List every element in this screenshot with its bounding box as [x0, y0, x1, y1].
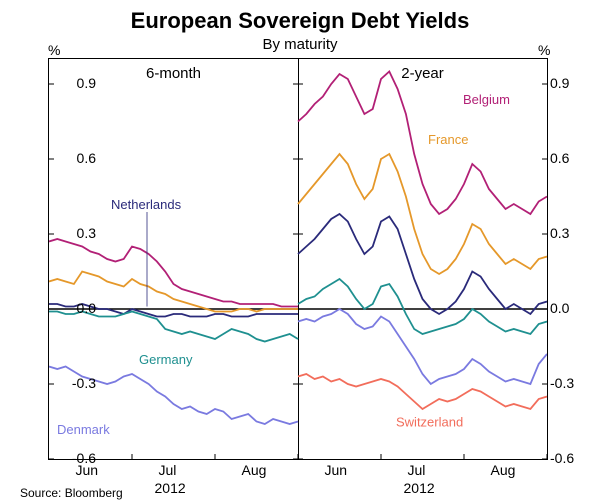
unit-left: % — [48, 42, 60, 58]
ytick-left: 0.0 — [56, 300, 96, 316]
source-text: Source: Bloomberg — [20, 486, 123, 500]
chart-title: European Sovereign Debt Yields — [0, 0, 600, 34]
ytick-left: 0.6 — [56, 150, 96, 166]
series-germany — [49, 312, 298, 342]
series-switzerland — [298, 374, 547, 409]
ytick-right: -0.6 — [550, 450, 590, 466]
chart-svg: Netherlands Germany Denmark Belgium France Sw… — [49, 59, 547, 459]
ytick-right: -0.3 — [550, 375, 590, 391]
label-germany: Germany — [139, 352, 193, 367]
xtick: Aug — [242, 462, 267, 478]
chart-container: European Sovereign Debt Yields By maturi… — [0, 0, 600, 504]
series-france — [298, 154, 547, 274]
label-belgium: Belgium — [463, 92, 510, 107]
label-switzerland: Switzerland — [396, 415, 463, 430]
ytick-right: 0.9 — [550, 75, 590, 91]
series-denmark — [298, 309, 547, 384]
xtick: Jun — [325, 462, 348, 478]
xtick: Jul — [159, 462, 177, 478]
label-netherlands: Netherlands — [111, 197, 182, 212]
series-netherlands — [298, 214, 547, 314]
ytick-left: 0.9 — [56, 75, 96, 91]
year-label: 2012 — [155, 480, 186, 496]
ytick-left: 0.3 — [56, 225, 96, 241]
ytick-left: -0.3 — [56, 375, 96, 391]
ytick-right: 0.6 — [550, 150, 590, 166]
ytick-right: 0.3 — [550, 225, 590, 241]
label-france: France — [428, 132, 468, 147]
chart-subtitle: By maturity — [0, 36, 600, 53]
year-label: 2012 — [404, 480, 435, 496]
unit-right: % — [538, 42, 550, 58]
ytick-right: 0.0 — [550, 300, 590, 316]
xtick: Jun — [76, 462, 99, 478]
xtick: Aug — [491, 462, 516, 478]
xtick: Jul — [408, 462, 426, 478]
chart-area: 6-month 2-year NetherlandsGermanyDenmark… — [48, 58, 548, 460]
label-denmark: Denmark — [57, 422, 110, 437]
